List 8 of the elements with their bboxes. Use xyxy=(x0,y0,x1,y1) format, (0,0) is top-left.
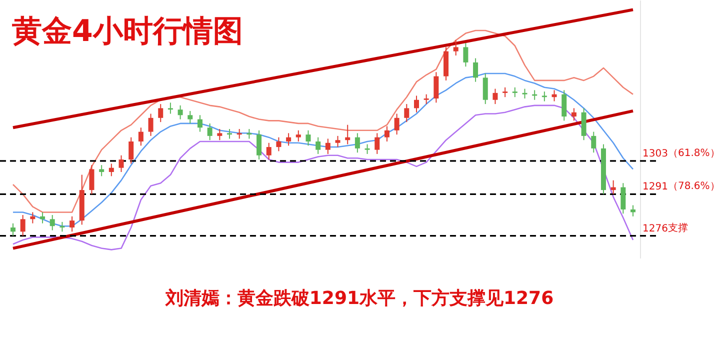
text: 刘清嫣：黄金跌破1291水平，下方支撑见1276 xyxy=(164,288,554,309)
text: 支撑 xyxy=(668,222,688,234)
y-tick-label: 1291 xyxy=(642,182,668,193)
text: 黄金4小时行情图 xyxy=(12,14,243,49)
y-tick-label: 1303 xyxy=(642,148,668,160)
text: （78.6%） xyxy=(668,181,719,192)
y-tick-label: 1276 xyxy=(642,223,668,234)
text: （61.8%） xyxy=(668,148,719,159)
